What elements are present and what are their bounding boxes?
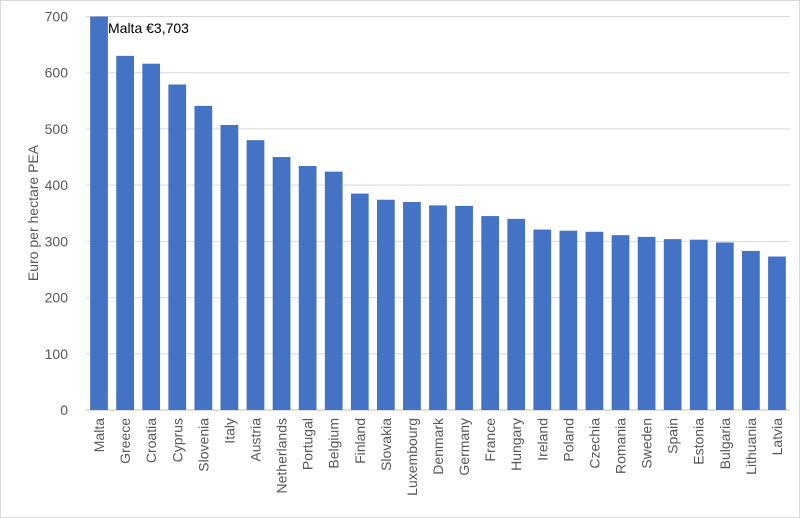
y-tick-label: 700 bbox=[45, 9, 69, 25]
x-tick-label: Ireland bbox=[534, 418, 550, 461]
bar-latvia bbox=[768, 256, 786, 410]
bar-bulgaria bbox=[715, 242, 734, 410]
y-tick-label: 200 bbox=[45, 290, 69, 306]
bar-denmark bbox=[429, 205, 447, 410]
bar-hungary bbox=[507, 218, 526, 410]
bar-luxembourg bbox=[403, 202, 421, 410]
bar-cyprus bbox=[168, 84, 187, 410]
bar-malta bbox=[90, 16, 108, 410]
x-tick-label: Portugal bbox=[300, 418, 316, 470]
bar-lithuania bbox=[742, 250, 760, 410]
bar-france bbox=[481, 216, 500, 410]
malta-annotation: Malta €3,703 bbox=[108, 20, 189, 36]
x-tick-label: Netherlands bbox=[274, 418, 290, 494]
x-tick-label: Spain bbox=[665, 418, 681, 454]
x-tick-label: Poland bbox=[560, 418, 576, 462]
bar-estonia bbox=[689, 239, 708, 410]
bar-romania bbox=[611, 235, 630, 410]
y-tick-label: 100 bbox=[45, 346, 69, 362]
y-tick-label: 400 bbox=[45, 177, 69, 193]
x-tick-label: Croatia bbox=[143, 418, 159, 463]
bar-spain bbox=[663, 239, 682, 410]
bar-czechia bbox=[585, 231, 604, 410]
x-tick-label: Lithuania bbox=[743, 418, 759, 475]
bar-italy bbox=[220, 124, 239, 411]
x-tick-label: Slovenia bbox=[195, 418, 211, 472]
bar-portugal bbox=[298, 166, 317, 410]
x-tick-label: Italy bbox=[221, 418, 237, 444]
bar-ireland bbox=[533, 229, 552, 410]
x-tick-label: Estonia bbox=[691, 418, 707, 465]
bar-sweden bbox=[637, 236, 656, 410]
x-tick-label: Finland bbox=[352, 418, 368, 464]
bar-belgium bbox=[324, 171, 343, 410]
x-tick-label: Greece bbox=[117, 418, 133, 464]
x-tick-label: Denmark bbox=[430, 417, 446, 475]
x-tick-label: Sweden bbox=[639, 418, 655, 469]
bar-slovakia bbox=[376, 199, 395, 410]
x-tick-label: Malta bbox=[91, 418, 107, 452]
x-tick-label: Czechia bbox=[586, 418, 602, 469]
x-tick-label: Bulgaria bbox=[717, 418, 733, 470]
bar-finland bbox=[350, 193, 369, 410]
x-tick-label: Slovakia bbox=[378, 418, 394, 471]
y-tick-label: 500 bbox=[45, 121, 69, 137]
x-tick-label: Luxembourg bbox=[404, 418, 420, 496]
x-tick-label: Latvia bbox=[769, 418, 785, 456]
bar-croatia bbox=[142, 63, 161, 410]
bar-greece bbox=[116, 55, 134, 410]
x-tick-label: Austria bbox=[247, 418, 263, 462]
bar-austria bbox=[246, 140, 265, 410]
x-tick-label: France bbox=[482, 418, 498, 462]
y-tick-label: 600 bbox=[45, 65, 69, 81]
bar-netherlands bbox=[272, 157, 291, 410]
x-tick-label: Cyprus bbox=[169, 418, 185, 462]
bar-germany bbox=[455, 205, 473, 410]
y-tick-label: 0 bbox=[60, 402, 68, 418]
x-tick-label: Belgium bbox=[326, 418, 342, 469]
x-tick-label: Hungary bbox=[508, 418, 524, 471]
x-tick-label: Romania bbox=[613, 418, 629, 474]
bar-poland bbox=[559, 230, 578, 410]
y-axis-label: Euro per hectare PEA bbox=[25, 144, 41, 281]
x-tick-label: Germany bbox=[456, 418, 472, 476]
bar-slovenia bbox=[194, 105, 213, 411]
y-tick-label: 300 bbox=[45, 233, 69, 249]
